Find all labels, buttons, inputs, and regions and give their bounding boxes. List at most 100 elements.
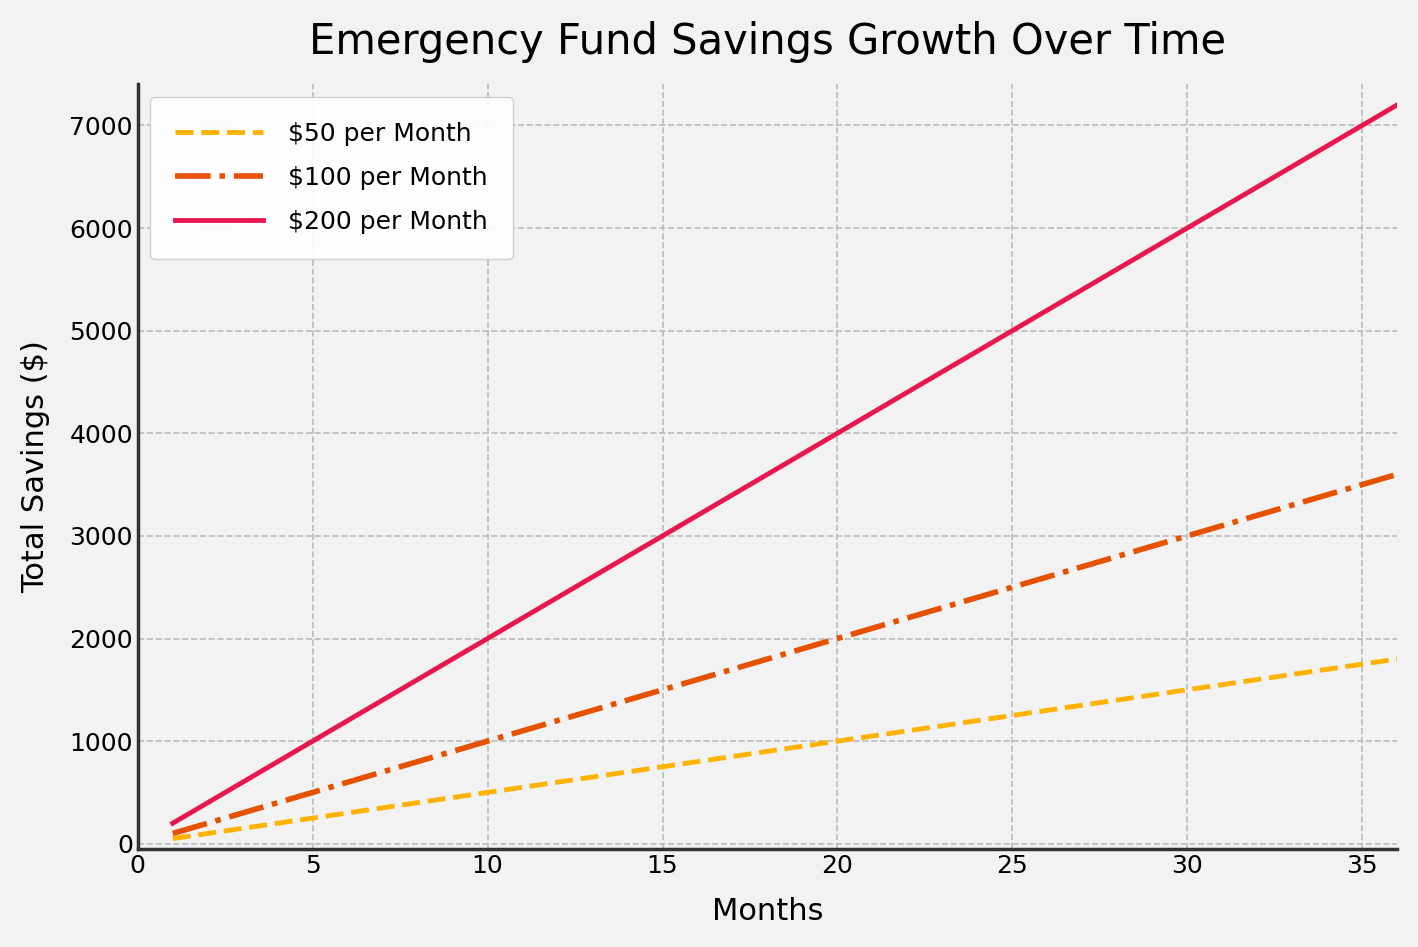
$200 per Month [1178,223,1195,234]
$100 per Month [794,643,811,654]
$200 per Month [725,490,742,501]
$50 per Month [1109,694,1126,706]
Y-axis label: Total Savings ($): Total Savings ($) [21,340,50,593]
$50 per Month [164,833,182,845]
$50 per Month [1178,684,1195,695]
$100 per Month [1039,571,1056,582]
$100 per Month [899,613,916,624]
$50 per Month [1249,674,1266,686]
$100 per Month [968,592,986,603]
Line: $200 per Month: $200 per Month [173,105,1397,823]
$200 per Month [1073,284,1090,295]
$200 per Month [830,428,847,439]
$100 per Month [1354,479,1371,491]
$200 per Month [1004,325,1021,336]
$200 per Month [689,509,706,521]
$200 per Month [269,756,286,767]
$50 per Month [654,761,671,773]
$100 per Month [444,745,461,757]
$100 per Month [199,817,216,829]
$200 per Month [1109,263,1126,275]
$200 per Month [444,653,461,665]
Line: $50 per Month: $50 per Month [173,659,1397,839]
$100 per Month [1178,530,1195,542]
$200 per Month [1249,181,1266,192]
$50 per Month [899,725,916,737]
$100 per Month [725,664,742,675]
$100 per Month [934,602,951,614]
$100 per Month [1388,469,1405,480]
$50 per Month [305,813,322,824]
$100 per Month [339,777,356,788]
$100 per Month [830,633,847,644]
$100 per Month [620,694,637,706]
$100 per Month [759,653,776,665]
$200 per Month [339,715,356,726]
$100 per Month [164,828,182,839]
$50 per Month [1354,658,1371,670]
$200 per Month [899,386,916,398]
$100 per Month [1319,490,1336,501]
$200 per Month [968,346,986,357]
$100 per Month [1214,520,1231,531]
$200 per Month [1214,202,1231,213]
$50 per Month [515,781,532,793]
$100 per Month [479,736,496,747]
$200 per Month [584,571,601,582]
$50 per Month [864,730,881,742]
$100 per Month [654,684,671,695]
$100 per Month [689,674,706,686]
$100 per Month [1283,499,1300,510]
$100 per Month [374,766,391,777]
$200 per Month [620,551,637,563]
$50 per Month [689,756,706,767]
$50 per Month [725,751,742,762]
$100 per Month [234,807,251,818]
$200 per Month [654,530,671,542]
$100 per Month [1109,551,1126,563]
$200 per Month [1039,304,1056,315]
$50 per Month [444,792,461,803]
$50 per Month [1144,689,1161,701]
$50 per Month [339,807,356,818]
$200 per Month [199,797,216,809]
$50 per Month [759,745,776,757]
$50 per Month [374,802,391,813]
$200 per Month [1388,99,1405,111]
$100 per Month [410,756,427,767]
$50 per Month [1388,653,1405,665]
$50 per Month [549,777,566,788]
$50 per Month [794,741,811,752]
$100 per Month [515,725,532,737]
$50 per Month [199,828,216,839]
$100 per Month [864,622,881,634]
$200 per Month [864,407,881,419]
$200 per Month [374,694,391,706]
$50 per Month [1004,710,1021,722]
$200 per Month [1319,140,1336,152]
$100 per Month [1073,561,1090,572]
$100 per Month [584,705,601,716]
$200 per Month [794,448,811,459]
$100 per Month [1144,541,1161,552]
$50 per Month [1283,669,1300,680]
$50 per Month [1214,679,1231,690]
$200 per Month [164,817,182,829]
$200 per Month [479,633,496,644]
$50 per Month [1073,700,1090,711]
$100 per Month [1249,509,1266,521]
$50 per Month [1319,664,1336,675]
$200 per Month [934,366,951,378]
$50 per Month [410,797,427,809]
$50 per Month [234,823,251,834]
$50 per Month [968,715,986,726]
$200 per Month [1144,242,1161,254]
$50 per Month [620,766,637,777]
$50 per Month [934,720,951,731]
$100 per Month [305,787,322,798]
$200 per Month [759,469,776,480]
$100 per Month [269,797,286,809]
$200 per Month [1283,161,1300,172]
$100 per Month [1004,581,1021,593]
Line: $100 per Month: $100 per Month [173,474,1397,833]
